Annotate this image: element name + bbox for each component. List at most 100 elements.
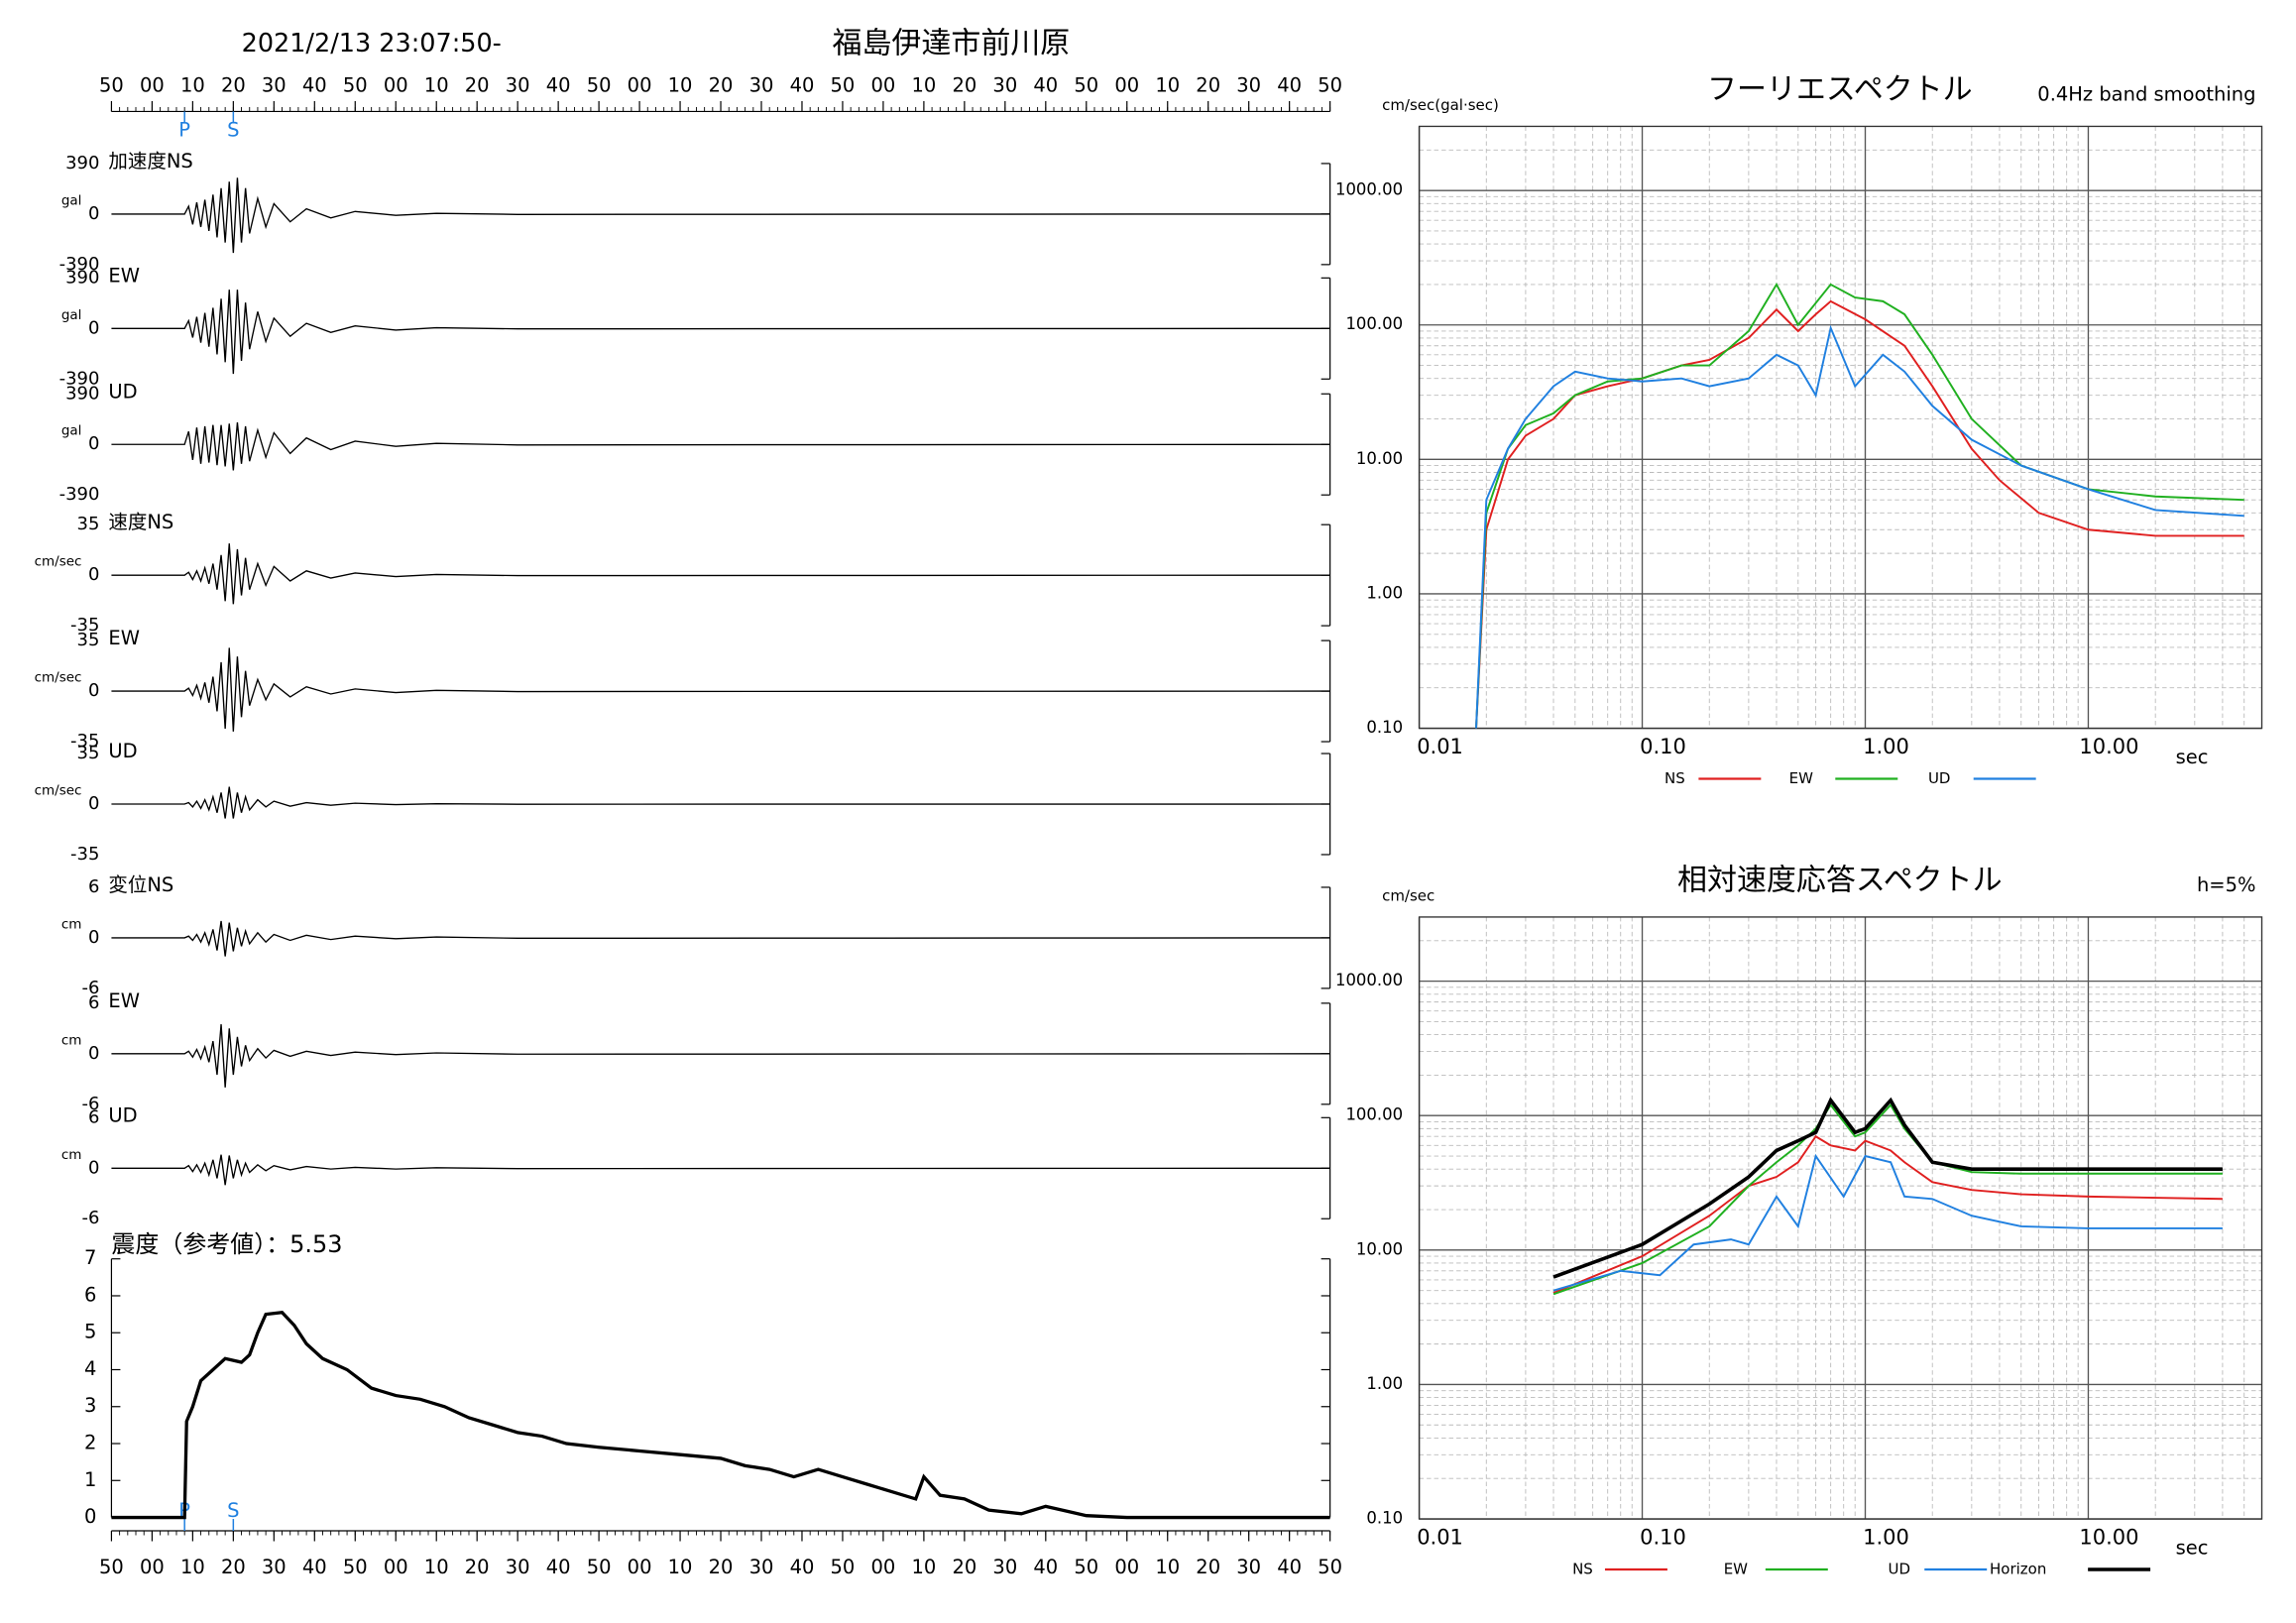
- x-axis-label: sec: [2176, 1537, 2209, 1560]
- station-title: 福島伊達市前川原: [833, 27, 1071, 61]
- phase-label: S: [227, 118, 239, 141]
- time-tick-label: 40: [302, 1556, 327, 1578]
- time-tick-label: 50: [587, 73, 612, 96]
- y-tick-label: -390: [59, 368, 100, 389]
- time-tick-label: 10: [668, 73, 693, 96]
- y-tick-label: 7: [84, 1246, 96, 1269]
- y-tick-label: -35: [70, 844, 99, 865]
- intensity-title: 震度（参考値）：5.53: [111, 1230, 342, 1258]
- time-tick-label: 10: [912, 1556, 937, 1578]
- time-tick-label: 10: [424, 1556, 449, 1578]
- x-tick-label: 0.10: [1640, 1526, 1686, 1550]
- legend-label: EW: [1724, 1561, 1748, 1578]
- time-tick-label: 00: [628, 73, 652, 96]
- component-label: 変位NS: [108, 873, 173, 896]
- y-tick-label: 100.00: [1345, 1105, 1403, 1124]
- y-tick-label: 10.00: [1356, 1239, 1403, 1258]
- time-tick-label: 10: [180, 73, 205, 96]
- time-tick-label: 30: [262, 1556, 287, 1578]
- time-tick-label: 50: [831, 73, 856, 96]
- y-tick-label: 0: [88, 1043, 99, 1064]
- time-tick-label: 40: [546, 73, 571, 96]
- time-tick-label: 10: [424, 73, 449, 96]
- start-time: 2021/2/13 23:07:50-: [242, 29, 502, 58]
- time-tick-label: 50: [587, 1556, 612, 1578]
- spectrum-line: [1552, 1102, 2223, 1296]
- time-tick-label: 00: [871, 73, 896, 96]
- y-axis-label: cm/sec(gal·sec): [1382, 96, 1499, 114]
- unit-label: cm/sec: [35, 783, 82, 799]
- waveform-line: [111, 290, 1330, 375]
- time-tick-label: 20: [465, 1556, 490, 1578]
- y-tick-label: 390: [65, 153, 99, 174]
- component-label: UD: [108, 740, 137, 762]
- time-tick-label: 00: [140, 73, 165, 96]
- time-tick-label: 00: [384, 73, 408, 96]
- y-tick-label: 0: [88, 433, 99, 454]
- time-tick-label: 20: [952, 1556, 976, 1578]
- waveform-line: [111, 177, 1330, 254]
- y-tick-label: 2: [84, 1432, 96, 1454]
- time-tick-label: 10: [1155, 1556, 1180, 1578]
- legend-label: UD: [1928, 769, 1951, 787]
- time-tick-label: 50: [99, 73, 124, 96]
- time-tick-label: 50: [1318, 1556, 1342, 1578]
- time-tick-label: 40: [1277, 73, 1302, 96]
- time-tick-label: 50: [343, 1556, 368, 1578]
- time-tick-label: 10: [180, 1556, 205, 1578]
- legend-label: UD: [1889, 1561, 1911, 1578]
- y-tick-label: 0: [88, 793, 99, 814]
- y-tick-label: 1.00: [1366, 583, 1403, 602]
- unit-label: cm: [61, 1032, 82, 1048]
- component-label: 加速度NS: [108, 150, 192, 173]
- y-tick-label: 0: [88, 564, 99, 585]
- time-tick-label: 00: [871, 1556, 896, 1578]
- time-tick-label: 40: [790, 73, 815, 96]
- y-tick-label: -6: [82, 1208, 100, 1228]
- spectrum-line: [1552, 1097, 2223, 1279]
- y-tick-label: 5: [84, 1321, 96, 1343]
- spectrum-title: フーリエスペクトル: [1707, 72, 1973, 107]
- time-tick-label: 30: [1236, 73, 1261, 96]
- time-tick-label: 40: [790, 1556, 815, 1578]
- spectrum-line: [1475, 324, 2244, 729]
- x-tick-label: 10.00: [2079, 735, 2138, 758]
- spectrum-line: [1552, 1153, 2223, 1292]
- time-tick-label: 50: [99, 1556, 124, 1578]
- spectrum-title: 相対速度応答スペクトル: [1677, 863, 2003, 897]
- y-tick-label: 390: [65, 383, 99, 404]
- x-axis-label: sec: [2176, 746, 2209, 768]
- time-tick-label: 30: [992, 73, 1017, 96]
- spectrum-line: [1552, 1134, 2223, 1294]
- waveform-line: [111, 1154, 1330, 1186]
- y-tick-label: 0.10: [1366, 718, 1403, 737]
- y-axis-label: cm/sec: [1382, 886, 1435, 904]
- waveform-line: [111, 920, 1330, 957]
- spectrum-subtitle: h=5%: [2197, 873, 2256, 896]
- time-tick-label: 40: [1033, 1556, 1058, 1578]
- time-tick-label: 20: [1196, 1556, 1220, 1578]
- y-tick-label: 10.00: [1356, 449, 1403, 468]
- legend-label: NS: [1665, 769, 1685, 787]
- y-tick-label: 35: [77, 743, 100, 763]
- time-tick-label: 20: [1196, 73, 1220, 96]
- unit-label: cm/sec: [35, 670, 82, 686]
- time-tick-label: 20: [465, 73, 490, 96]
- time-tick-label: 00: [384, 1556, 408, 1578]
- time-tick-label: 00: [1114, 73, 1139, 96]
- time-tick-label: 30: [506, 1556, 530, 1578]
- time-tick-label: 30: [262, 73, 287, 96]
- time-tick-label: 00: [1114, 1556, 1139, 1578]
- y-tick-label: -35: [70, 731, 99, 752]
- y-tick-label: 0: [88, 927, 99, 948]
- y-tick-label: -390: [59, 484, 100, 505]
- component-label: UD: [108, 1103, 137, 1126]
- spectrum-line: [1475, 282, 2244, 729]
- time-tick-label: 50: [1074, 73, 1098, 96]
- time-tick-label: 40: [1033, 73, 1058, 96]
- waveform-line: [111, 647, 1330, 732]
- time-tick-label: 50: [831, 1556, 856, 1578]
- x-tick-label: 0.01: [1417, 735, 1463, 758]
- time-tick-label: 40: [1277, 1556, 1302, 1578]
